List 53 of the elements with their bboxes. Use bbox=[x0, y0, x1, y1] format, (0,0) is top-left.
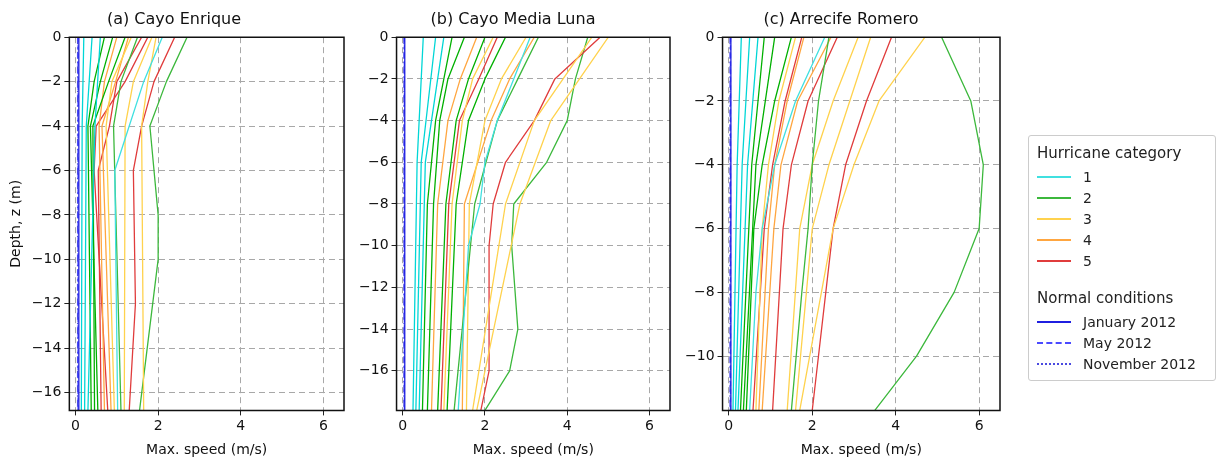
legend-label: 5 bbox=[1083, 252, 1092, 269]
y-tick-label: −2 bbox=[693, 91, 715, 108]
y-tick-label: −4 bbox=[40, 116, 62, 133]
y-tick-label: −6 bbox=[693, 219, 715, 236]
x-tick-label: 6 bbox=[644, 417, 654, 434]
x-axis-title: Max. speed (m/s) bbox=[146, 441, 268, 458]
y-tick-label: 0 bbox=[379, 27, 389, 44]
x-tick-label: 2 bbox=[807, 417, 817, 434]
y-tick-label: −6 bbox=[367, 152, 389, 169]
chart-title: (a) Cayo Enrique bbox=[106, 8, 242, 28]
y-tick-label: 0 bbox=[705, 27, 715, 44]
legend-label: 3 bbox=[1083, 210, 1092, 227]
x-tick-label: 0 bbox=[71, 417, 80, 434]
x-tick-label: 0 bbox=[724, 417, 734, 434]
legend-title: Hurricane category bbox=[1037, 144, 1183, 162]
y-tick-label: −12 bbox=[31, 294, 62, 311]
x-tick-label: 6 bbox=[318, 417, 328, 434]
y-tick-label: −2 bbox=[367, 69, 389, 86]
y-tick-label: −10 bbox=[359, 236, 389, 253]
x-tick-label: 6 bbox=[974, 417, 984, 434]
x-tick-label: 0 bbox=[398, 417, 408, 434]
x-tick-label: 2 bbox=[480, 417, 490, 434]
x-tick-label: 4 bbox=[891, 417, 901, 434]
y-tick-label: −14 bbox=[31, 338, 62, 355]
y-tick-label: −10 bbox=[685, 346, 715, 363]
x-axis-title: Max. speed (m/s) bbox=[800, 441, 922, 458]
y-tick-label: 0 bbox=[52, 27, 62, 44]
x-tick-label: 4 bbox=[236, 417, 246, 434]
legend-label: 2 bbox=[1083, 189, 1092, 206]
y-tick-label: −6 bbox=[40, 161, 62, 178]
chart-title: (b) Cayo Media Luna bbox=[430, 8, 596, 28]
y-tick-label: −2 bbox=[40, 72, 62, 89]
legend-label: November 2012 bbox=[1083, 355, 1196, 372]
y-axis-title: Depth, z (m) bbox=[7, 179, 24, 268]
y-tick-label: −16 bbox=[31, 383, 62, 400]
text: Normal conditions bbox=[1037, 289, 1175, 307]
x-axis-title: Max. speed (m/s) bbox=[472, 441, 594, 458]
y-tick-label: −8 bbox=[40, 205, 62, 222]
x-tick-label: 2 bbox=[153, 417, 163, 434]
legend-label: May 2012 bbox=[1083, 334, 1153, 351]
x-tick-label: 4 bbox=[562, 417, 572, 434]
legend-label: 4 bbox=[1083, 231, 1092, 248]
y-tick-label: −12 bbox=[359, 278, 389, 295]
y-tick-label: −14 bbox=[359, 319, 389, 336]
legend-label: January 2012 bbox=[1083, 313, 1177, 330]
y-tick-label: −10 bbox=[31, 249, 62, 266]
y-tick-label: −4 bbox=[367, 111, 389, 128]
y-tick-label: −8 bbox=[693, 283, 715, 300]
y-tick-label: −16 bbox=[359, 361, 389, 378]
chart-title: (c) Arrecife Romero bbox=[763, 8, 919, 28]
y-tick-label: −4 bbox=[693, 155, 715, 172]
y-tick-label: −8 bbox=[367, 194, 389, 211]
legend-label: 1 bbox=[1083, 168, 1092, 185]
